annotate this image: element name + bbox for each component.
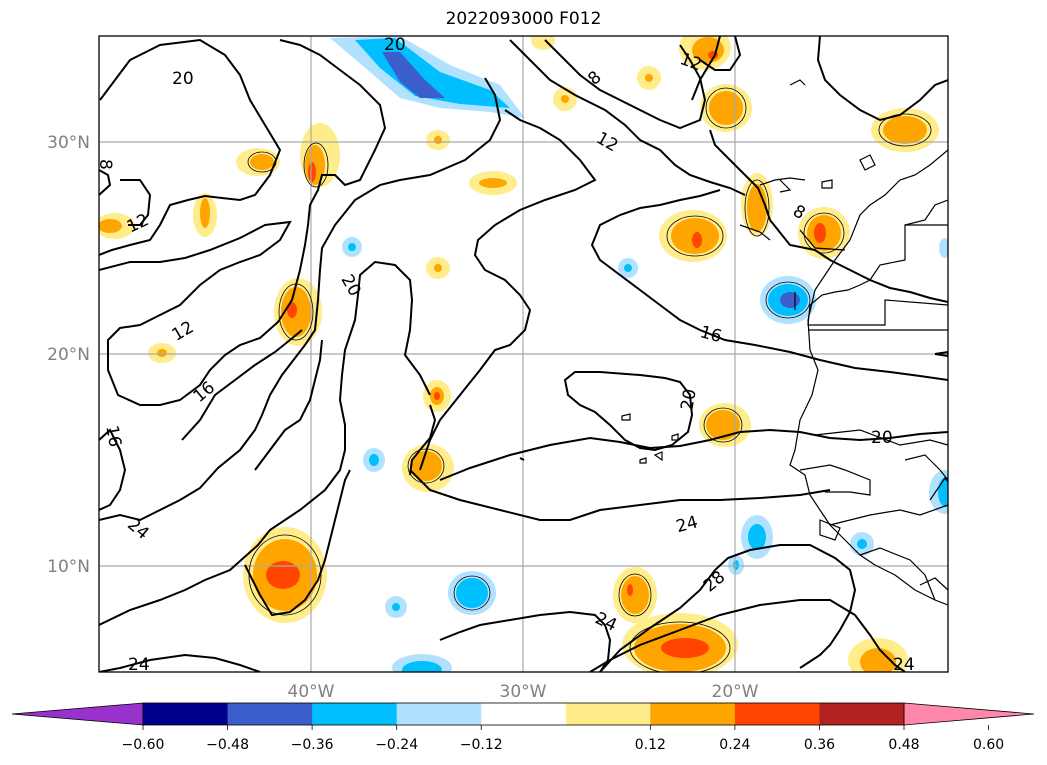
colorbar-tick-label: −0.24: [375, 737, 418, 753]
colorbar-extend-low: [11, 702, 144, 726]
colorbar-segment: [565, 703, 651, 725]
colorbar-tick-label: −0.12: [460, 737, 503, 753]
colorbar-segment: [481, 703, 567, 725]
colorbar-tick-label: 0.36: [804, 737, 835, 753]
colorbar-segment: [227, 703, 313, 725]
graticule: [99, 36, 948, 672]
contour-label: 20: [384, 35, 406, 55]
coastlines: [621, 79, 948, 606]
lat-label-10n: 10°N: [47, 557, 90, 577]
colorbar-tick-label: 0.12: [635, 737, 666, 753]
colorbar-tick-label: 0.48: [888, 737, 919, 753]
contour-label: 20: [871, 428, 893, 448]
lat-label-20n: 20°N: [47, 345, 90, 365]
contour-label: 24: [893, 655, 915, 675]
colorbar-tick-label: −0.60: [122, 737, 165, 753]
contour-label: 20: [677, 387, 700, 412]
contour-label: 20: [172, 69, 194, 89]
colorbar-segment: [396, 703, 482, 725]
anomaly-outlines: [247, 87, 932, 672]
latitude-labels: 30°N 20°N 10°N: [47, 133, 90, 577]
colorbar-segment: [650, 703, 736, 725]
colorbar-frame: [142, 702, 905, 726]
colorbar-extend-high: [903, 702, 1035, 726]
lat-label-30n: 30°N: [47, 133, 90, 153]
map-frame: [98, 35, 949, 673]
colorbar: −0.60 −0.48 −0.36 −0.24 −0.12 0.12 0.24 0.36 0.4…: [11, 702, 1035, 753]
negative-anomaly-patches: [330, 36, 948, 672]
contour-label: 8: [95, 159, 115, 170]
colorbar-tick-label: 0.24: [719, 737, 750, 753]
contour-label: 24: [128, 655, 150, 675]
map-area: 20 20 8 12 12 12 8 8 20 12 16 16 16 20 2…: [95, 35, 948, 675]
colorbar-segment: [312, 703, 398, 725]
lon-label-20w: 20°W: [712, 682, 759, 702]
longitude-labels: 40°W 30°W 20°W: [288, 682, 759, 702]
map-title: 2022093000 F012: [445, 9, 602, 29]
colorbar-segments: [143, 703, 905, 725]
colorbar-segment: [819, 703, 905, 725]
lon-label-40w: 40°W: [288, 682, 335, 702]
colorbar-tick-label: 0.60: [973, 737, 1004, 753]
lon-label-30w: 30°W: [500, 682, 547, 702]
colorbar-ticks: −0.60 −0.48 −0.36 −0.24 −0.12 0.12 0.24 0.36 0.4…: [122, 725, 1004, 753]
colorbar-segment: [734, 703, 820, 725]
contour-label: 16: [101, 424, 124, 449]
colorbar-segment: [143, 703, 229, 725]
contour-lines: [99, 36, 948, 672]
colorbar-tick-label: −0.36: [291, 737, 334, 753]
colorbar-tick-label: −0.48: [206, 737, 249, 753]
